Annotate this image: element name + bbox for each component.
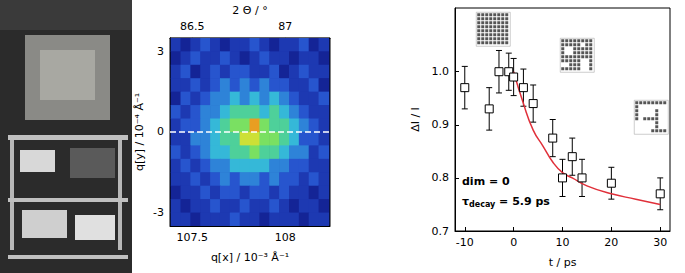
- svg-text:0.7: 0.7: [432, 225, 450, 238]
- svg-text:0: 0: [510, 236, 517, 249]
- svg-text:10: 10: [556, 236, 570, 249]
- svg-text:86.5: 86.5: [180, 20, 205, 33]
- svg-text:2 Θ / °: 2 Θ / °: [232, 4, 267, 17]
- svg-text:30: 30: [653, 236, 667, 249]
- svg-text:1.0: 1.0: [432, 65, 450, 78]
- svg-text:0.8: 0.8: [432, 171, 450, 184]
- svg-text:107.5: 107.5: [177, 231, 209, 244]
- svg-text:dim = 0: dim = 0: [462, 175, 510, 188]
- svg-text:108: 108: [275, 231, 296, 244]
- svg-text:τ: τ: [462, 195, 469, 208]
- svg-text:0.9: 0.9: [432, 118, 450, 131]
- svg-text:0: 0: [157, 125, 164, 138]
- svg-text:decay: decay: [469, 200, 496, 209]
- svg-text:t / ps: t / ps: [549, 256, 577, 269]
- svg-text:87: 87: [278, 20, 292, 33]
- svg-text:ΔI / I: ΔI / I: [409, 107, 422, 132]
- svg-text:q[x] / 10⁻³ Å⁻¹: q[x] / 10⁻³ Å⁻¹: [211, 251, 289, 264]
- svg-text:= 5.9 ps: = 5.9 ps: [495, 195, 550, 208]
- svg-text:3: 3: [157, 45, 164, 58]
- svg-text:-3: -3: [153, 206, 164, 219]
- svg-text:20: 20: [604, 236, 618, 249]
- svg-text:-10: -10: [456, 236, 474, 249]
- svg-text:q[y] / 10⁻⁴ Å⁻¹: q[y] / 10⁻⁴ Å⁻¹: [133, 93, 146, 171]
